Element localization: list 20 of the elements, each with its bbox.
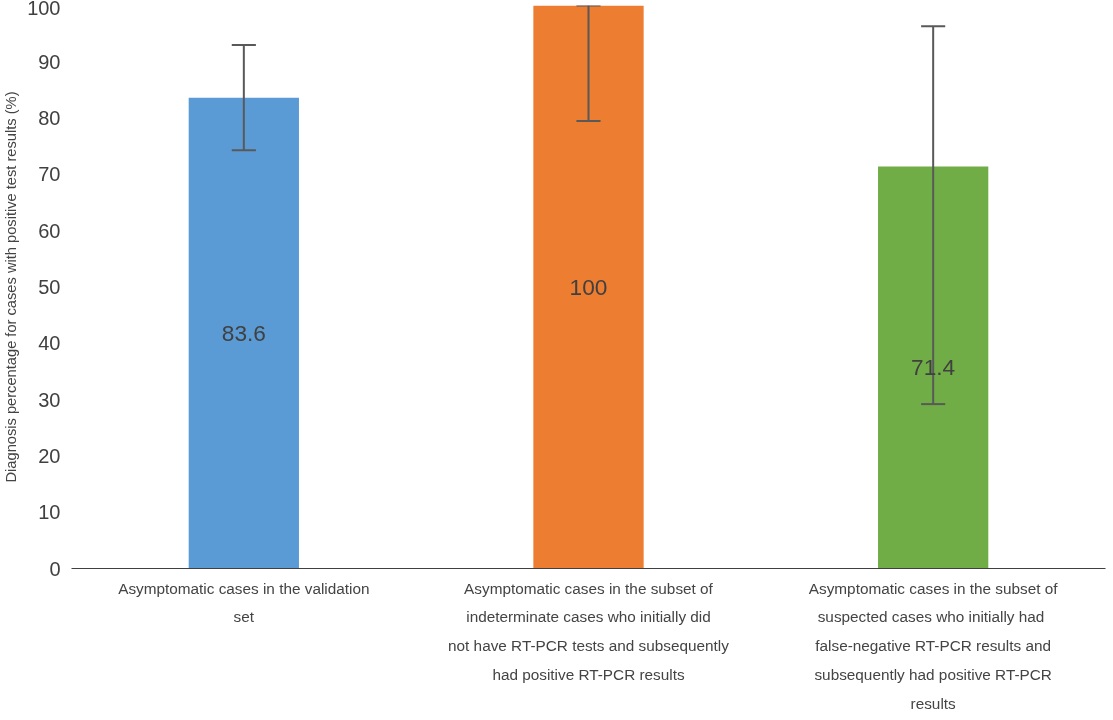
data-label: 83.6: [221, 319, 266, 346]
y-tick-label: 0: [49, 557, 61, 580]
x-tick-label: Asymptomatic cases in the subset of indeterminate cases who initially did not have RT-PCR tests and subsequently had positive RT-PCR results: [448, 579, 730, 684]
y-tick-label: 70: [38, 163, 61, 186]
y-tick-label: 90: [38, 50, 61, 73]
y-axis-title: Diagnosis percentage for cases with positive test results (%): [3, 91, 20, 483]
y-tick-label: 20: [38, 444, 61, 467]
x-tick-label: Asymptomatic cases in the validation set: [118, 579, 370, 626]
y-tick-label: 100: [27, 0, 61, 19]
bar: [533, 5, 644, 569]
x-tick-label: Asymptomatic cases in the subset of suspected cases who initially had false-negative RT-PCR results and subsequently had positive RT-PCR results: [808, 579, 1059, 713]
y-tick-label: 10: [38, 501, 61, 524]
bar: [878, 166, 989, 569]
y-tick-label: 30: [38, 388, 61, 411]
y-tick-label: 40: [38, 332, 61, 355]
y-tick-label: 80: [38, 107, 61, 130]
bar: [188, 97, 299, 569]
data-label: 100: [569, 273, 608, 300]
y-tick-label: 50: [38, 276, 61, 298]
y-tick-label: 60: [38, 219, 61, 242]
